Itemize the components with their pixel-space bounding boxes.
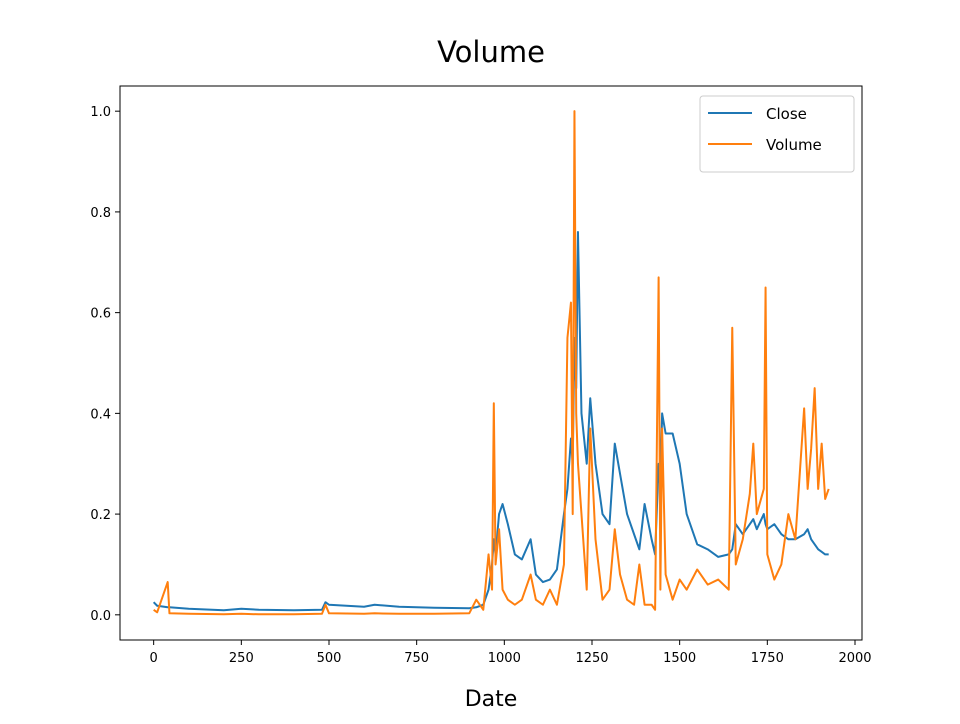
y-tick-label: 0.6 [90,307,111,322]
line-series [152,231,829,612]
x-tick-label: 500 [317,651,342,666]
legend-label: Close [766,105,807,123]
y-tick-label: 0.4 [90,407,111,422]
line-series [153,110,830,616]
y-tick-label: 0.2 [90,508,111,523]
x-axis-label: Date [465,687,518,712]
y-tick-label: 0.8 [90,206,111,221]
x-tick-label: 1250 [575,651,608,666]
x-tick-label: 1750 [751,651,784,666]
x-tick-label: 1500 [663,651,696,666]
x-tick-label: 0 [150,651,158,666]
plot-frame [119,85,863,641]
x-tick-label: 1000 [488,651,521,666]
chart-title: Volume [437,35,545,69]
y-tick-label: 0.0 [90,609,111,624]
y-tick-label: 1.0 [90,105,111,120]
legend-label: Volume [766,136,822,154]
legend-box [699,95,855,173]
legend: Close Volume [699,95,855,173]
x-tick-label: 2000 [838,651,871,666]
x-tick-label: 250 [229,651,254,666]
x-tick-label: 750 [404,651,429,666]
